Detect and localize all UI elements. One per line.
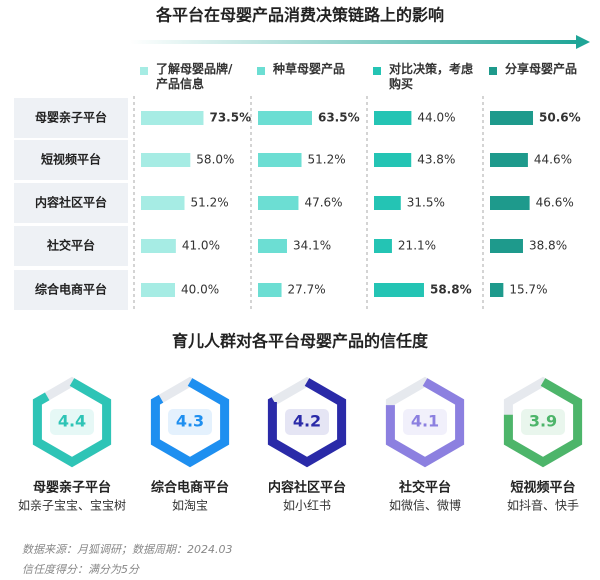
value-label: 73.5% (209, 111, 251, 125)
platform-name: 社交平台 (398, 480, 451, 496)
bar (490, 283, 504, 297)
note: 数据来源：月狐调研；数据周期：2024.03 (22, 543, 233, 556)
row-label: 社交平台 (46, 238, 95, 253)
score-bg (521, 409, 565, 435)
platform-examples: 如抖音、快手 (507, 498, 579, 513)
value-label: 41.0% (182, 239, 220, 253)
hex-ring (267, 376, 347, 468)
score-bg (285, 409, 329, 435)
trust-title: 育儿人群对各平台母婴产品的信任度 (172, 332, 429, 351)
hex-ring (503, 376, 583, 468)
value-label: 27.7% (288, 283, 326, 297)
platform-examples: 如淘宝 (172, 498, 208, 513)
row-label: 综合电商平台 (35, 282, 107, 297)
impact-title: 各平台在母婴产品消费决策链路上的影响 (155, 6, 444, 25)
bar (374, 196, 401, 210)
value-label: 38.8% (529, 239, 567, 253)
bar (258, 283, 282, 297)
bar (141, 111, 204, 125)
value-label: 63.5% (318, 111, 360, 125)
hex-ring (385, 376, 465, 468)
value-label: 15.7% (509, 283, 547, 297)
platform-examples: 如微信、微博 (389, 498, 461, 513)
legend-swatch (140, 67, 148, 75)
value-label: 47.6% (304, 196, 342, 210)
bar (258, 111, 312, 125)
platform-name: 母婴亲子平台 (33, 480, 111, 496)
bar (141, 239, 176, 253)
column-header: 分享母婴产品 (505, 62, 578, 76)
legend-swatch (373, 67, 381, 75)
value-label: 58.8% (430, 283, 472, 297)
arrow-shaft (130, 40, 578, 44)
bar (374, 283, 424, 297)
value-label: 43.8% (417, 153, 455, 167)
row-label-bg (14, 226, 128, 266)
score: 4.1 (411, 412, 439, 431)
value-label: 40.0% (181, 283, 219, 297)
value-label: 31.5% (407, 196, 445, 210)
bar (490, 153, 528, 167)
value-label: 44.6% (534, 153, 572, 167)
value-label: 51.2% (308, 153, 346, 167)
note: 信任度得分：满分为5分 (22, 563, 140, 576)
score-bg (168, 409, 212, 435)
legend-swatch (257, 67, 265, 75)
bar (141, 283, 175, 297)
value-label: 34.1% (293, 239, 331, 253)
platform-name: 内容社区平台 (268, 480, 346, 496)
score: 4.3 (176, 412, 204, 431)
bar (141, 196, 185, 210)
platform-name: 综合电商平台 (151, 480, 229, 496)
bar (258, 196, 299, 210)
column-header: 对比决策，考虑购买 (389, 62, 474, 91)
bar (490, 111, 534, 125)
value-label: 51.2% (191, 196, 229, 210)
bar (258, 153, 302, 167)
score-bg (403, 409, 447, 435)
value-label: 21.1% (398, 239, 436, 253)
score-bg (50, 409, 94, 435)
row-label-bg (14, 183, 128, 223)
value-label: 58.0% (196, 153, 234, 167)
value-label: 50.6% (539, 111, 581, 125)
row-label-bg (14, 140, 128, 180)
score: 4.2 (293, 412, 321, 431)
row-label: 内容社区平台 (35, 195, 107, 210)
row-label: 母婴亲子平台 (35, 110, 107, 125)
row-label-bg (14, 98, 128, 138)
bar (374, 239, 392, 253)
bar (258, 239, 287, 253)
score: 3.9 (529, 412, 557, 431)
legend-swatch (489, 67, 497, 75)
bar (374, 111, 412, 125)
bar (374, 153, 412, 167)
value-label: 44.0% (417, 111, 455, 125)
hex-ring (32, 376, 112, 468)
bar (141, 153, 191, 167)
bar (490, 239, 523, 253)
row-label: 短视频平台 (41, 152, 101, 167)
platform-name: 短视频平台 (510, 480, 575, 496)
value-label: 46.6% (536, 196, 574, 210)
bar (490, 196, 530, 210)
platform-examples: 如小红书 (283, 498, 331, 513)
arrow-head (576, 35, 590, 49)
platform-examples: 如亲子宝宝、宝宝树 (18, 498, 126, 513)
column-header: 了解母婴品牌/产品信息 (156, 62, 233, 91)
hex-ring (150, 376, 230, 468)
score: 4.4 (58, 412, 86, 431)
column-header: 种草母婴产品 (273, 62, 346, 76)
row-label-bg (14, 270, 128, 310)
